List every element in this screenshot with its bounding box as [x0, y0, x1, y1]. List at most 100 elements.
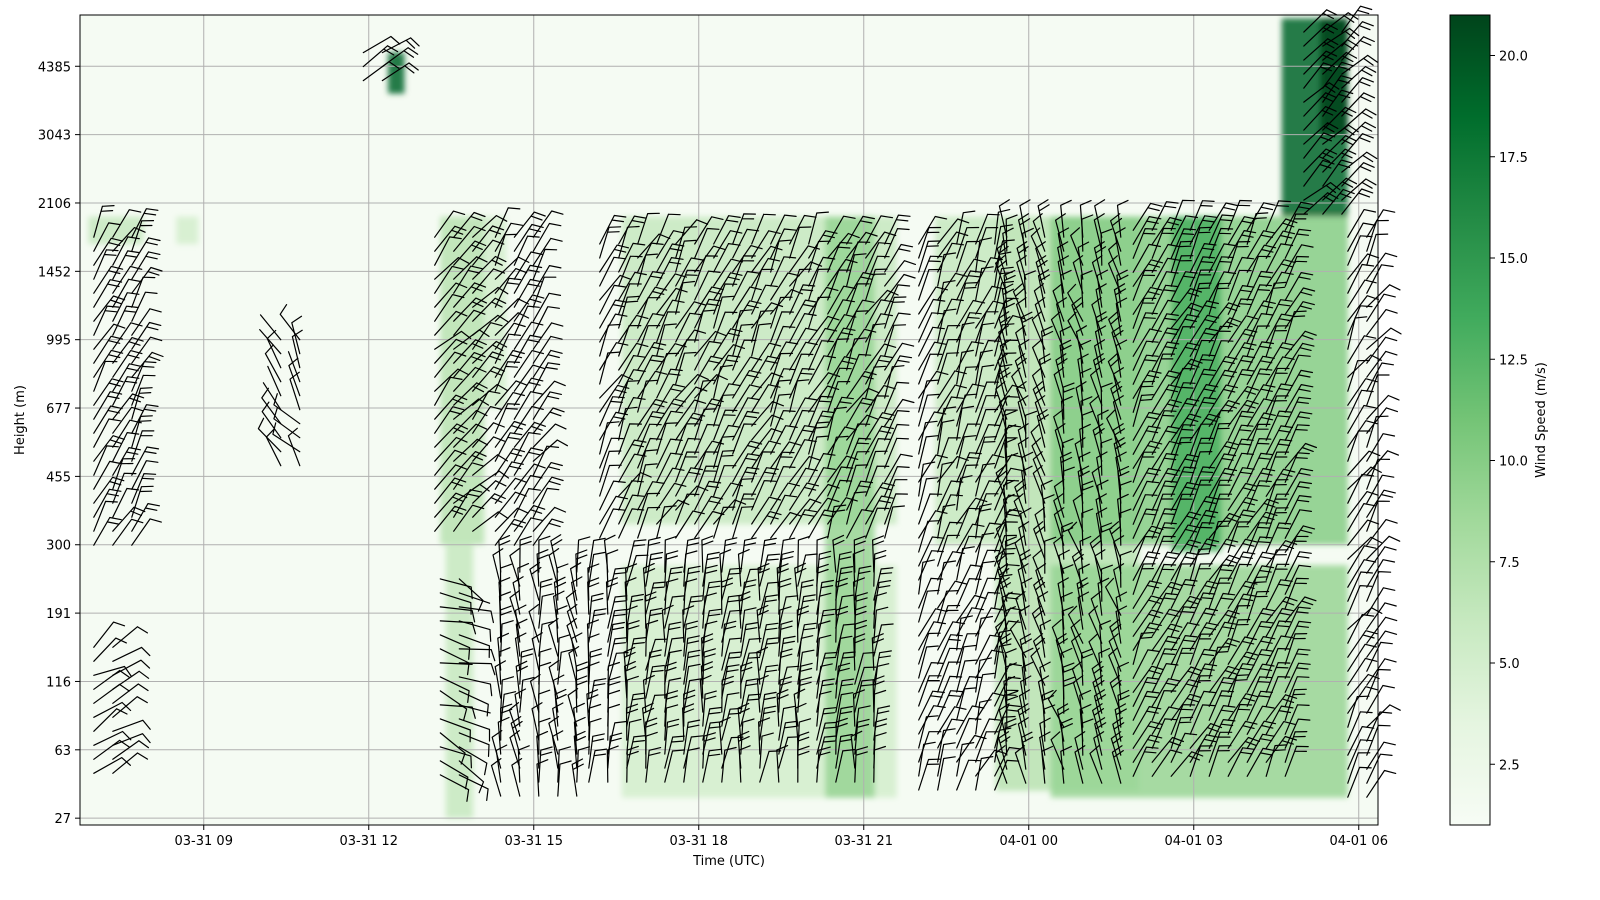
- wind-barb: [1284, 468, 1314, 497]
- wind-barb: [1132, 380, 1155, 413]
- wind-barb: [1227, 269, 1252, 301]
- wind-barb: [1347, 209, 1377, 238]
- wind-barb: [472, 406, 503, 434]
- wind-barb: [656, 505, 677, 539]
- wind-barb: [975, 549, 1000, 581]
- wind-barb: [112, 209, 142, 238]
- colorbar-ticks: 2.5 5.0 7.5 10.0 12.5 15.0 17.5 20.0: [1490, 50, 1528, 773]
- colorbar-tick-label: 20.0: [1499, 50, 1528, 65]
- wind-barb: [956, 366, 979, 399]
- wind-barb: [656, 243, 685, 273]
- wind-barb: [1284, 525, 1316, 553]
- wind-barb: [1170, 647, 1195, 679]
- wind-barb: [1341, 21, 1374, 47]
- wind-barb: [827, 269, 852, 301]
- wind-barb: [599, 299, 628, 329]
- x-tick-label: 04-01 00: [1000, 834, 1058, 849]
- wind-barb: [112, 719, 151, 732]
- wind-barb: [683, 635, 700, 671]
- wind-barb: [1347, 263, 1375, 294]
- wind-barb: [1265, 259, 1296, 287]
- wind-barb: [884, 410, 910, 441]
- wind-barb: [1366, 350, 1398, 378]
- wind-barb: [513, 350, 544, 378]
- wind-barb: [884, 381, 910, 413]
- wind-barb: [1100, 438, 1113, 476]
- wind-barb: [1074, 731, 1086, 770]
- wind-barb: [778, 620, 793, 657]
- wind-barb: [675, 301, 706, 329]
- wind-barb: [956, 659, 978, 693]
- wind-barb: [865, 268, 888, 301]
- wind-barb: [1265, 325, 1289, 357]
- wind-barb: [494, 420, 527, 448]
- wind-barb: [751, 230, 781, 259]
- wind-barb: [607, 608, 627, 643]
- wind-barb: [1265, 596, 1298, 623]
- wind-barb: [1081, 480, 1094, 518]
- wind-barb: [1246, 255, 1271, 287]
- wind-barb: [1031, 605, 1046, 644]
- wind-barb: [1284, 228, 1312, 259]
- wind-barb: [513, 488, 541, 518]
- wind-barb: [112, 472, 137, 504]
- wind-barb: [618, 295, 640, 329]
- wind-barb: [1094, 339, 1106, 378]
- wind-barb: [865, 450, 888, 483]
- wind-barb: [112, 670, 150, 690]
- wind-barb: [850, 730, 863, 769]
- wind-barb: [532, 462, 563, 490]
- wind-barb: [918, 662, 944, 693]
- wind-barb: [513, 463, 546, 490]
- wind-barb: [1366, 209, 1396, 238]
- wind-barb: [816, 746, 831, 783]
- wind-barb: [956, 210, 976, 245]
- wind-barb: [751, 323, 772, 357]
- wind-barb: [1246, 621, 1274, 651]
- wind-barb: [1016, 241, 1029, 280]
- wind-barb: [131, 430, 155, 462]
- wind-barb: [975, 237, 992, 273]
- wind-barb: [1132, 259, 1164, 287]
- wind-barb: [1132, 595, 1164, 623]
- wind-barb: [599, 450, 622, 483]
- wind-barb: [694, 340, 722, 371]
- wind-barb: [1366, 658, 1397, 686]
- wind-barb: [131, 361, 157, 392]
- wind-barb: [751, 440, 782, 469]
- wind-barb: [458, 634, 490, 658]
- wind-barb: [835, 577, 848, 615]
- wind-barb: [1189, 327, 1219, 357]
- wind-barb: [1057, 227, 1070, 266]
- wind-barb: [131, 518, 162, 546]
- wind-barb: [472, 480, 507, 504]
- wind-barb: [1132, 202, 1163, 231]
- wind-barb: [999, 339, 1011, 378]
- wind-barb: [1021, 465, 1033, 504]
- wind-barb: [531, 632, 543, 671]
- wind-barb: [1227, 593, 1256, 623]
- wind-barb: [1043, 704, 1056, 742]
- wind-barb: [1117, 689, 1130, 728]
- wind-barb: [626, 675, 639, 713]
- wind-barb: [1132, 394, 1154, 427]
- wind-barb: [453, 211, 486, 238]
- wind-barb: [1170, 240, 1193, 273]
- wind-barb: [458, 620, 492, 642]
- wind-barb: [458, 718, 491, 742]
- wind-barb: [1366, 450, 1399, 476]
- wind-barb: [1246, 313, 1274, 343]
- wind-barb: [789, 482, 819, 511]
- wind-barb: [112, 733, 151, 746]
- wind-barb: [1151, 718, 1178, 749]
- wind-barb: [808, 497, 840, 525]
- wind-barb: [789, 214, 817, 245]
- wind-barb: [998, 311, 1011, 350]
- x-tick-label: 03-31 18: [670, 834, 728, 849]
- wind-barb: [434, 338, 468, 364]
- wind-barb: [994, 339, 1019, 371]
- wind-barb: [642, 563, 656, 601]
- wind-barb: [1114, 227, 1126, 266]
- wind-barb: [1347, 335, 1377, 364]
- wind-barb: [538, 689, 551, 727]
